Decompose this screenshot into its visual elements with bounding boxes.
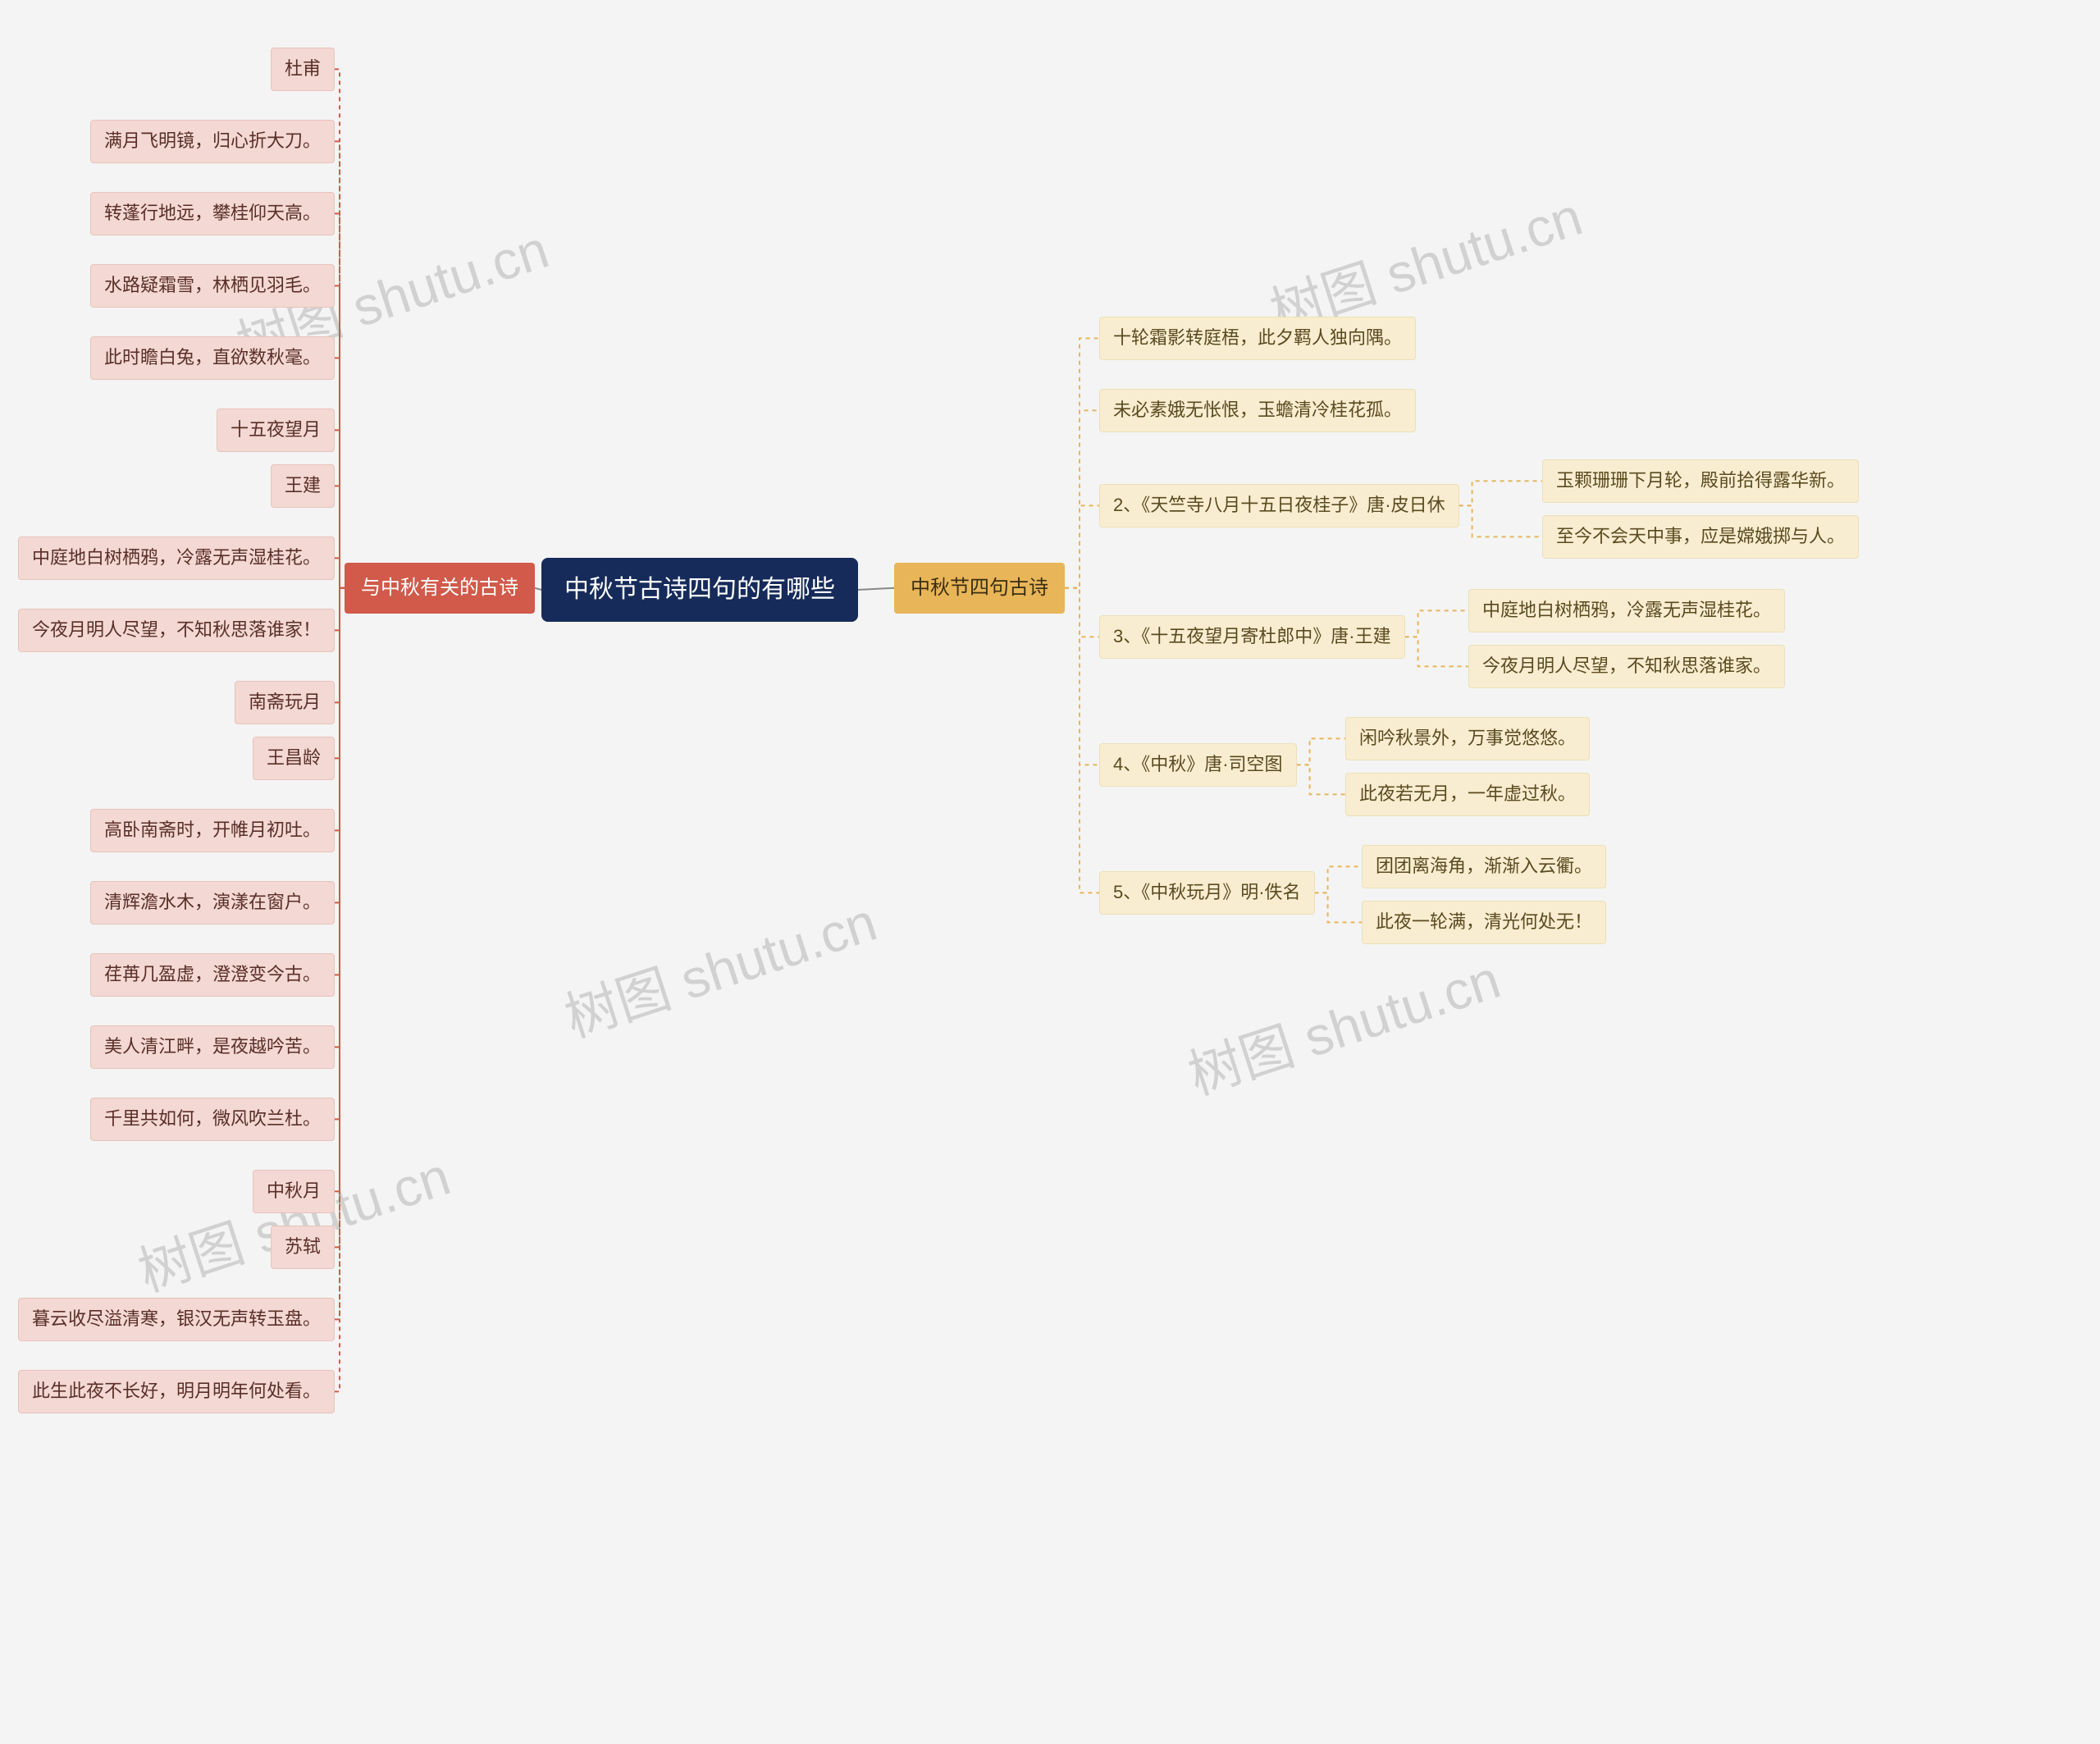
left-leaf-9: 南斋玩月: [235, 681, 335, 724]
connectors-layer: [0, 0, 2100, 1744]
left-leaf-0: 杜甫: [271, 48, 335, 91]
watermark-2: 树图 shutu.cn: [554, 879, 885, 1052]
left-leaf-4: 此时瞻白兔，直欲数秋毫。: [90, 336, 335, 380]
left-leaf-5: 十五夜望月: [217, 409, 335, 452]
left-leaf-2: 转蓬行地远，攀桂仰天高。: [90, 192, 335, 235]
left-leaf-8: 今夜月明人尽望，不知秋思落谁家！: [18, 609, 335, 652]
left-leaf-11: 高卧南斋时，开帷月初吐。: [90, 809, 335, 852]
right-node-0: 十轮霜影转庭梧，此夕羁人独向隅。: [1099, 317, 1416, 360]
left-leaf-14: 美人清江畔，是夜越吟苦。: [90, 1025, 335, 1069]
left-leaf-13: 荏苒几盈虚，澄澄变今古。: [90, 953, 335, 997]
left-leaf-17: 苏轼: [271, 1226, 335, 1269]
right-node-4-child-0: 闲吟秋景外，万事觉悠悠。: [1345, 717, 1590, 760]
left-leaf-10: 王昌龄: [253, 737, 335, 780]
right-node-3-child-0: 中庭地白树栖鸦，冷露无声湿桂花。: [1468, 589, 1785, 632]
watermark-3: 树图 shutu.cn: [127, 1133, 459, 1306]
left-leaf-6: 王建: [271, 464, 335, 508]
left-leaf-7: 中庭地白树栖鸦，冷露无声湿桂花。: [18, 536, 335, 580]
right-node-2: 2、《天竺寺八月十五日夜桂子》唐·皮日休: [1099, 484, 1459, 527]
left-leaf-19: 此生此夜不长好，明月明年何处看。: [18, 1370, 335, 1413]
left-leaf-15: 千里共如何，微风吹兰杜。: [90, 1098, 335, 1141]
right-branch: 中秋节四句古诗: [894, 563, 1065, 614]
right-node-2-child-1: 至今不会天中事，应是嫦娥掷与人。: [1542, 515, 1859, 559]
right-node-4-child-1: 此夜若无月，一年虚过秋。: [1345, 773, 1590, 816]
right-node-3-child-1: 今夜月明人尽望，不知秋思落谁家。: [1468, 645, 1785, 688]
right-node-2-child-0: 玉颗珊珊下月轮，殿前拾得露华新。: [1542, 459, 1859, 503]
central-topic: 中秋节古诗四句的有哪些: [541, 558, 858, 622]
right-node-4: 4、《中秋》唐·司空图: [1099, 743, 1297, 787]
right-node-3: 3、《十五夜望月寄杜郎中》唐·王建: [1099, 615, 1405, 659]
left-leaf-16: 中秋月: [253, 1170, 335, 1213]
left-leaf-1: 满月飞明镜，归心折大刀。: [90, 120, 335, 163]
right-node-5-child-0: 团团离海角，渐渐入云衢。: [1362, 845, 1606, 888]
right-node-1: 未必素娥无怅恨，玉蟾清冷桂花孤。: [1099, 389, 1416, 432]
left-leaf-3: 水路疑霜雪，林栖见羽毛。: [90, 264, 335, 308]
mindmap-canvas: 中秋节古诗四句的有哪些与中秋有关的古诗 中秋节四句古诗树图 shutu.cn 树图 …: [0, 0, 2100, 1744]
left-leaf-18: 暮云收尽溢清寒，银汉无声转玉盘。: [18, 1298, 335, 1341]
right-node-5-child-1: 此夜一轮满，清光何处无！: [1362, 901, 1606, 944]
right-node-5: 5、《中秋玩月》明·佚名: [1099, 871, 1315, 915]
watermark-4: 树图 shutu.cn: [1177, 936, 1509, 1109]
left-leaf-12: 清辉澹水木，演漾在窗户。: [90, 881, 335, 925]
left-branch: 与中秋有关的古诗: [345, 563, 535, 614]
